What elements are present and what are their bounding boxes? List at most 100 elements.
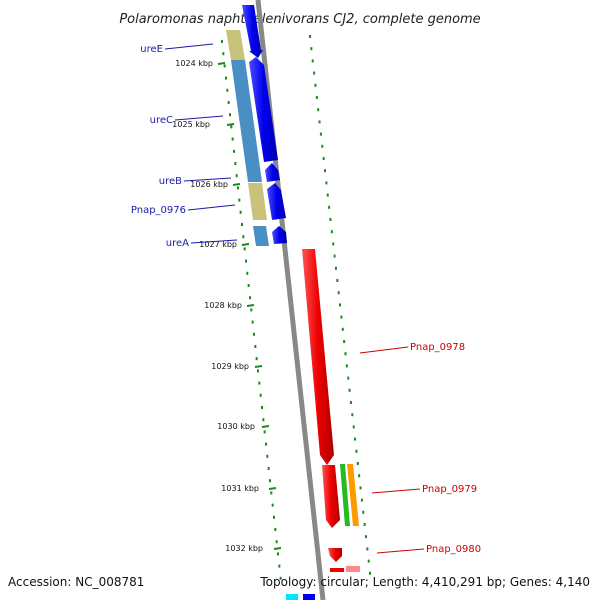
minor-tick	[242, 235, 245, 239]
tick-marks-left	[221, 40, 282, 580]
minor-tick	[239, 210, 242, 214]
minor-tick	[252, 332, 255, 336]
genome-summary: Topology: circular; Length: 4,410,291 bp…	[259, 575, 590, 589]
gene-label[interactable]: ureB	[159, 176, 182, 187]
minor-tick	[339, 303, 342, 307]
major-tick	[261, 425, 270, 428]
minor-tick	[348, 388, 351, 392]
reverse-cds-arrow	[328, 548, 342, 562]
minor-tick	[366, 547, 369, 551]
minor-tick	[240, 223, 243, 226]
tick-label: 1030 kbp	[217, 422, 255, 431]
feature-segment	[226, 30, 245, 60]
feature-segment	[248, 183, 267, 220]
gene-label[interactable]: Pnap_0979	[422, 484, 477, 495]
forward-cds-arrow	[242, 5, 263, 58]
minor-tick	[324, 169, 327, 173]
gene-label[interactable]: Pnap_0976	[131, 205, 186, 216]
minor-tick	[333, 254, 336, 258]
gene-labels: ureE ureC ureB Pnap_0976 ureA Pnap_0978 Pnap_0…	[131, 43, 481, 555]
gene-leader-line	[371, 488, 421, 494]
minor-tick	[222, 52, 225, 56]
gene-label[interactable]: ureA	[166, 238, 189, 249]
major-tick	[217, 62, 226, 65]
reverse-cds-fragment	[346, 566, 360, 572]
gene-label[interactable]: ureC	[150, 115, 173, 126]
minor-tick	[337, 291, 340, 295]
minor-tick	[227, 101, 230, 104]
forward-cds-arrow	[249, 57, 278, 162]
minor-tick	[314, 83, 317, 87]
minor-tick	[228, 113, 231, 117]
minor-tick	[223, 64, 226, 68]
major-tick	[254, 365, 263, 368]
tick-label: 1026 kbp	[190, 180, 228, 189]
gene-label[interactable]: ureE	[140, 44, 163, 55]
minor-tick	[255, 357, 258, 361]
minor-tick	[362, 510, 365, 514]
minor-tick	[266, 454, 269, 458]
minor-tick	[369, 571, 372, 575]
minor-tick	[322, 157, 325, 160]
major-tick	[232, 183, 241, 186]
tick-label: 1032 kbp	[225, 544, 263, 553]
reverse-cds-arrow	[302, 249, 334, 465]
minor-tick	[343, 340, 346, 343]
minor-tick	[321, 144, 324, 148]
gene-label[interactable]: Pnap_0978	[410, 342, 465, 353]
minor-tick	[272, 515, 275, 519]
minor-tick	[251, 320, 254, 324]
minor-tick	[319, 132, 322, 136]
tick-label: 1027 kbp	[199, 240, 237, 249]
major-tick	[273, 547, 282, 550]
minor-tick	[318, 120, 321, 124]
minor-tick	[329, 218, 332, 221]
minor-tick	[262, 418, 265, 422]
minor-tick	[267, 467, 270, 470]
minor-tick	[347, 376, 350, 380]
minor-tick	[278, 564, 281, 568]
major-tick	[241, 243, 250, 246]
minor-tick	[259, 393, 262, 397]
minor-tick	[263, 430, 266, 434]
minor-tick	[341, 327, 344, 331]
minor-tick	[363, 523, 366, 526]
feature-segment	[231, 60, 262, 182]
minor-tick	[336, 279, 339, 282]
minor-tick	[224, 76, 227, 80]
minor-tick	[250, 308, 253, 312]
forward-cds-arrow	[265, 163, 280, 182]
minor-tick	[230, 125, 233, 129]
minor-tick	[359, 486, 362, 490]
tick-label: 1028 kbp	[204, 301, 242, 310]
minor-tick	[231, 137, 234, 141]
minor-tick	[315, 96, 318, 99]
minor-tick	[358, 474, 361, 478]
minor-tick	[360, 498, 363, 502]
major-tick	[246, 304, 255, 307]
minor-tick	[310, 47, 313, 51]
forward-cds-arrow	[267, 183, 286, 220]
minor-tick	[364, 535, 367, 539]
minor-tick	[246, 271, 249, 275]
minor-tick	[328, 205, 331, 209]
gene-leader-line	[190, 239, 238, 244]
page-title: Polaromonas naphthalenivorans CJ2, compl…	[119, 12, 480, 27]
major-tick	[226, 123, 235, 126]
gene-label[interactable]: Pnap_0980	[426, 544, 481, 555]
tick-label: 1025 kbp	[172, 120, 210, 129]
minor-tick	[313, 71, 316, 75]
minor-tick	[247, 284, 250, 287]
major-tick	[268, 487, 277, 490]
minor-tick	[254, 345, 257, 348]
minor-tick	[317, 108, 320, 112]
minor-tick	[268, 479, 271, 483]
minor-tick	[279, 576, 282, 580]
reverse-cds-arrow	[322, 465, 340, 528]
gene-leader-line	[359, 346, 409, 354]
feature-segment	[340, 464, 350, 526]
minor-tick	[275, 540, 278, 544]
minor-tick	[270, 491, 273, 495]
minor-tick	[235, 174, 238, 178]
